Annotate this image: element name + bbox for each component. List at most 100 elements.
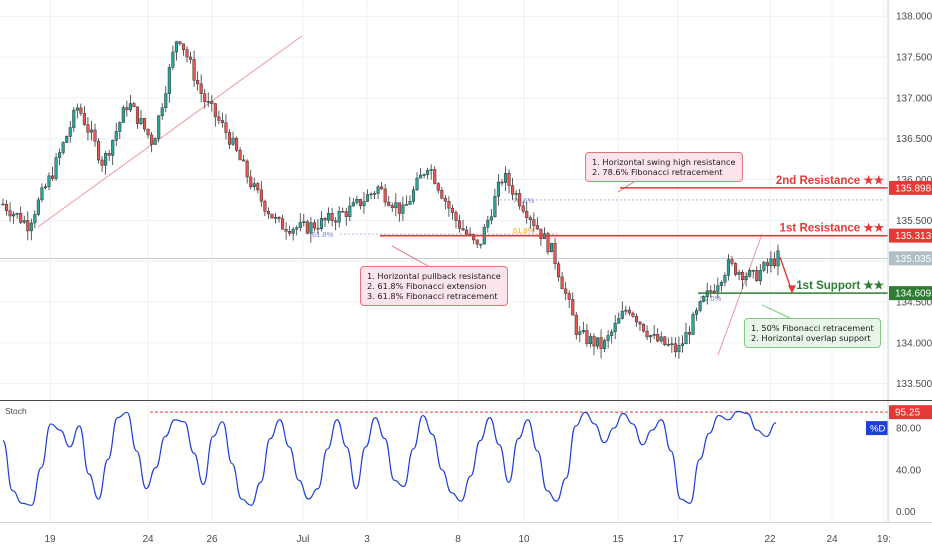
candle-body [691, 314, 695, 335]
candle-body [546, 233, 550, 253]
candle-body [181, 43, 186, 51]
candle-body [132, 103, 136, 108]
candle-body [535, 225, 539, 230]
candle-body [595, 337, 600, 347]
candle-body [772, 258, 777, 267]
candle-body [75, 107, 79, 111]
candle-body [330, 213, 334, 222]
candle-body [93, 129, 97, 142]
horizontal-gridlines [0, 15, 888, 385]
pullback-annotation: 1. Horizontal pullback resistance 2. 61.… [360, 266, 508, 306]
candle-body [213, 103, 217, 118]
candle-body [698, 301, 702, 311]
candle-body [684, 332, 688, 345]
support-annotation: 1. 50% Fibonacci retracement 2. Horizont… [744, 318, 881, 348]
candle-body [390, 205, 394, 208]
candle-body [443, 197, 447, 202]
fib-trend-line [37, 35, 303, 228]
resistance-annotation-line-1: 1. Horizontal swing high resistance [592, 157, 736, 167]
candle-body [288, 231, 292, 234]
stoch-d-label: %D [870, 424, 885, 435]
price-axes: 138.000 137.500 137.000 136.500 136.000 135.5… [0, 0, 932, 523]
price-label-box [889, 180, 932, 195]
candle-body [532, 219, 536, 226]
candle-body [164, 93, 168, 109]
candle-body [553, 243, 557, 265]
candle-body [465, 229, 469, 235]
annotation-pointer [391, 245, 429, 267]
candle-body [404, 204, 408, 206]
candle-body [723, 275, 727, 283]
price-tick-label: 136.500 [896, 134, 932, 145]
candle-body [450, 207, 454, 213]
candle-body [712, 290, 716, 293]
candle-body [376, 186, 380, 194]
candle-body [493, 196, 497, 218]
candle-body [588, 336, 592, 345]
candle-body [26, 220, 30, 232]
candle-body [4, 203, 9, 211]
candle-body [12, 213, 16, 217]
candle-body [43, 186, 48, 189]
candle-body [397, 202, 401, 214]
candle-body [507, 172, 511, 186]
candle-body [486, 219, 490, 228]
candle-body [680, 343, 685, 346]
candle-body [411, 189, 416, 202]
candle-body [415, 177, 419, 190]
candle-body [362, 201, 366, 207]
candle-body [549, 243, 554, 253]
candle-body [447, 201, 451, 209]
candle-body [125, 107, 129, 111]
stoch-d-box [866, 421, 888, 436]
candle-body [436, 183, 440, 191]
candle-body [457, 220, 462, 229]
fib-786-label: 78.6% [513, 196, 535, 205]
candle-body [263, 200, 267, 212]
time-tick-label: 19: [877, 534, 891, 545]
candle-body [22, 220, 26, 223]
candle-body [624, 309, 628, 312]
candle-body [47, 175, 51, 187]
candle-body [256, 183, 260, 191]
time-tick-label: 26 [206, 534, 218, 545]
candle-body [429, 169, 433, 171]
candle-body [157, 115, 161, 139]
candle-body [334, 220, 338, 223]
candle-body [702, 296, 706, 302]
candle-body [419, 174, 423, 179]
price-label-text: 135.035 [895, 254, 932, 265]
candle-body [606, 335, 610, 341]
price-tick-label: 134.000 [896, 338, 932, 349]
candle-body [737, 271, 741, 275]
price-tick-label: 136.000 [896, 175, 932, 186]
candle-body [677, 345, 681, 353]
candle-body [426, 170, 430, 175]
candle-body [496, 181, 500, 197]
time-tick-label: 22 [764, 534, 776, 545]
candle-body [178, 41, 182, 45]
time-axis: 19 24 26 Jul 3 8 10 15 17 22 24 19: [44, 534, 891, 545]
candle-body [652, 334, 656, 336]
candle-body [351, 202, 355, 207]
candle-body [312, 222, 316, 229]
stoch-tick-label: 80.00 [896, 424, 921, 435]
candle-body [348, 205, 352, 217]
annotation-pointer [761, 304, 791, 319]
stoch-line [2, 410, 777, 506]
candle-body [634, 316, 638, 323]
candle-body [217, 116, 221, 121]
stoch-tick-label: 0.00 [896, 507, 916, 518]
candle-body [500, 181, 504, 184]
candle-body [610, 331, 614, 336]
candle-body [19, 213, 23, 223]
candle-body [433, 169, 437, 184]
candle-body [185, 49, 189, 58]
stoch-tick-label: 40.00 [896, 465, 921, 476]
candle-body [365, 194, 370, 202]
candle-body [475, 239, 479, 245]
candle-body [656, 334, 660, 342]
fib-618-left-label: 61.8% [312, 230, 334, 239]
candle-body [518, 193, 522, 207]
